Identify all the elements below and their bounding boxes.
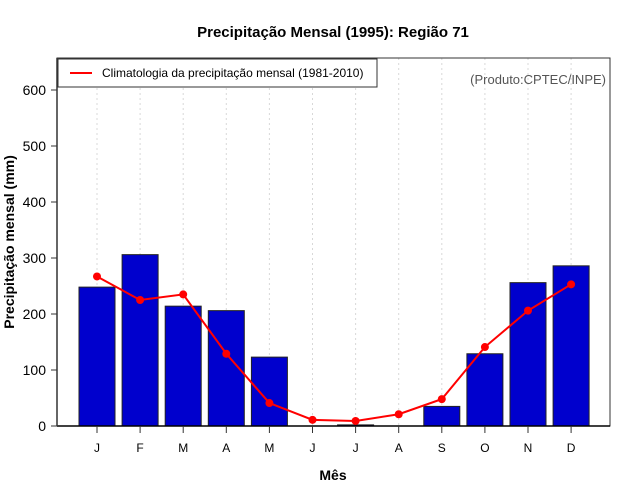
climatology-point [524, 306, 532, 315]
climatology-line [96, 275, 572, 422]
y-tick-label: 400 [23, 194, 47, 210]
bar [250, 356, 288, 427]
x-tick-label: O [480, 441, 489, 455]
y-axis-label: Precipitação mensal (mm) [1, 155, 17, 329]
bar [164, 305, 202, 427]
x-axis-label: Mês [319, 467, 346, 483]
bar [509, 282, 547, 427]
y-tick-label: 600 [23, 82, 47, 98]
y-axis-ticks: 0 100 200 300 400 500 600 [23, 82, 57, 434]
climatology-point [437, 395, 446, 404]
climatology-point [179, 290, 188, 299]
climatology-point [136, 296, 145, 304]
chart-title: Precipitação Mensal (1995): Região 71 [197, 24, 469, 41]
climatology-point [394, 410, 403, 419]
bar-series [78, 254, 590, 427]
x-tick-label: A [395, 441, 403, 455]
x-tick-label: A [222, 441, 230, 455]
bar [121, 254, 159, 427]
legend: Climatologia da precipitação mensal (198… [57, 58, 378, 88]
climatology-point [93, 272, 101, 281]
x-tick-label: N [524, 441, 533, 455]
x-tick-label: S [438, 441, 446, 455]
y-tick-label: 200 [23, 306, 47, 322]
climatology-line-series [93, 272, 576, 425]
y-tick-label: 100 [23, 362, 47, 378]
bar [423, 405, 461, 427]
bar [78, 286, 116, 427]
x-tick-label: F [136, 441, 143, 455]
legend-entry-climatology: Climatologia da precipitação mensal (198… [102, 66, 363, 80]
y-tick-label: 300 [23, 250, 47, 266]
x-tick-label: D [567, 441, 576, 455]
climatology-point [480, 343, 489, 352]
climatology-point [222, 349, 231, 358]
credit-annotation: (Produto:CPTEC/INPE) [470, 72, 606, 87]
x-tick-label: J [94, 441, 100, 455]
climatology-point [308, 415, 317, 424]
y-tick-label: 500 [23, 138, 47, 154]
x-tick-label: M [264, 441, 274, 455]
climatology-point [351, 416, 360, 425]
legend-box [57, 58, 378, 88]
x-tick-label: J [310, 441, 316, 455]
climatology-point [265, 399, 274, 408]
x-tick-label: J [353, 441, 359, 455]
y-tick-label: 0 [38, 418, 46, 434]
bar [466, 353, 504, 427]
bar [552, 265, 590, 427]
climatology-point [567, 280, 576, 289]
x-tick-label: M [178, 441, 188, 455]
